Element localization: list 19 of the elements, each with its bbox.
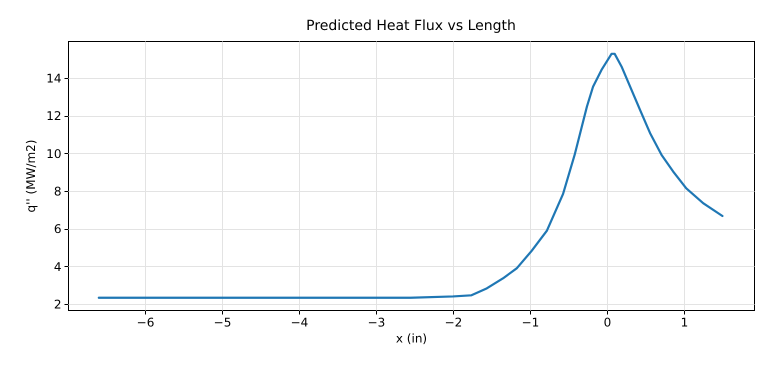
x-tick-label: −2 [444,316,462,330]
x-tick-label: 0 [604,316,612,330]
line-series [98,52,724,299]
x-axis-title: x (in) [396,332,428,346]
y-axis-title: q'' (MW/m2) [24,140,38,212]
x-tick-label: 1 [680,316,688,330]
y-tick-label: 12 [46,109,62,124]
y-tick-label: 10 [46,146,62,161]
y-tick-label: 2 [54,297,62,312]
x-tick-label: −3 [368,316,386,330]
x-tick-label: −1 [522,316,540,330]
x-tick-label: −4 [290,316,308,330]
y-tick-label: 6 [54,222,62,236]
y-tick-label: 4 [54,260,62,274]
x-tick-label: −6 [136,316,154,330]
x-tick-label: −5 [214,316,232,330]
y-tick-label: 8 [54,184,62,198]
chart-title: Predicted Heat Flux vs Length [306,18,516,34]
y-tick-label: 14 [46,71,62,86]
